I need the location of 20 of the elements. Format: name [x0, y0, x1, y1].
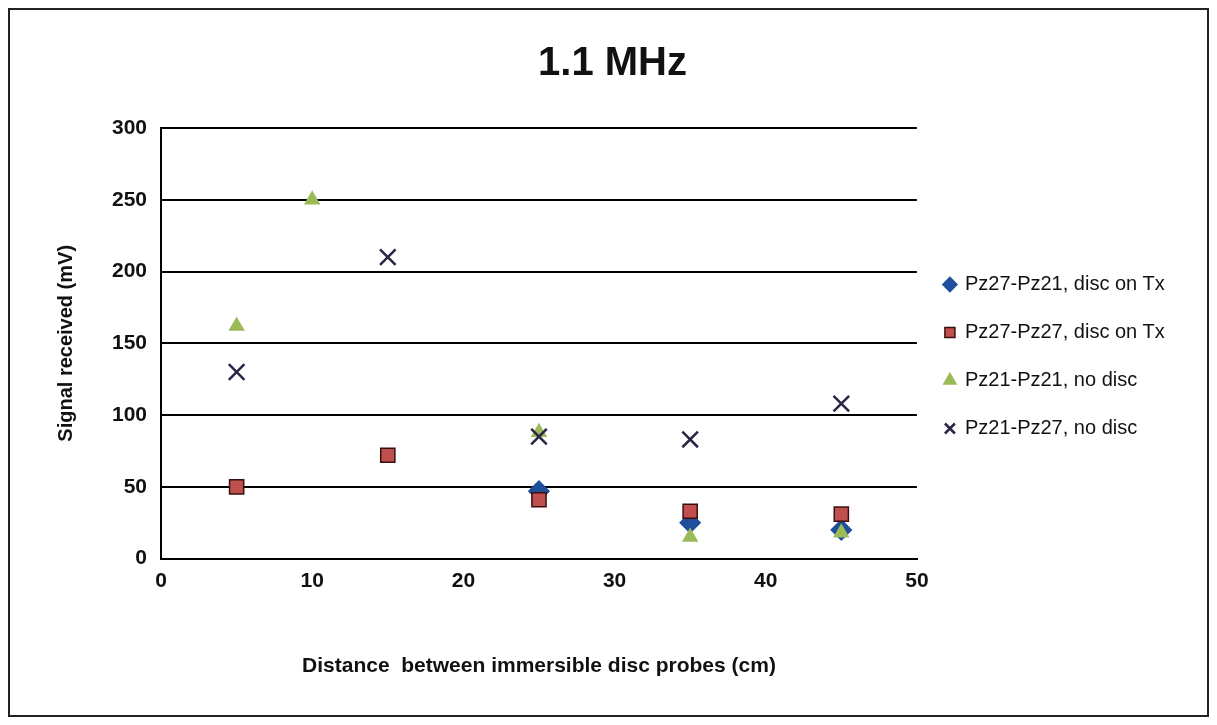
x-tick-label: 0 — [155, 568, 167, 591]
y-tick-label: 250 — [111, 186, 148, 210]
y-tick-label: 50 — [123, 473, 148, 497]
y-tick-label: 300 — [111, 114, 148, 138]
x-tick-label: 30 — [602, 568, 627, 591]
y-tick-label: 0 — [135, 545, 148, 569]
y-axis-title: Signal received (mV) — [53, 244, 76, 442]
x-tick-label: 50 — [905, 568, 929, 591]
x-axis-title: Distance between immersible disc probes (cm) — [302, 653, 776, 677]
legend-label: Pz27-Pz21, disc on Tx — [964, 272, 1165, 295]
x-tick-label: 20 — [451, 568, 476, 591]
legend-label: Pz21-Pz21, no disc — [964, 368, 1138, 391]
chart-title: 1.1 MHz — [538, 39, 687, 84]
legend-label: Pz21-Pz27, no disc — [964, 416, 1138, 439]
y-tick-label: 100 — [111, 401, 148, 425]
y-tick-label: 200 — [111, 258, 148, 282]
legend-label: Pz27-Pz27, disc on Tx — [964, 320, 1165, 343]
x-tick-label: 10 — [300, 568, 324, 591]
x-tick-label: 40 — [754, 568, 778, 591]
y-tick-label: 150 — [111, 330, 148, 354]
